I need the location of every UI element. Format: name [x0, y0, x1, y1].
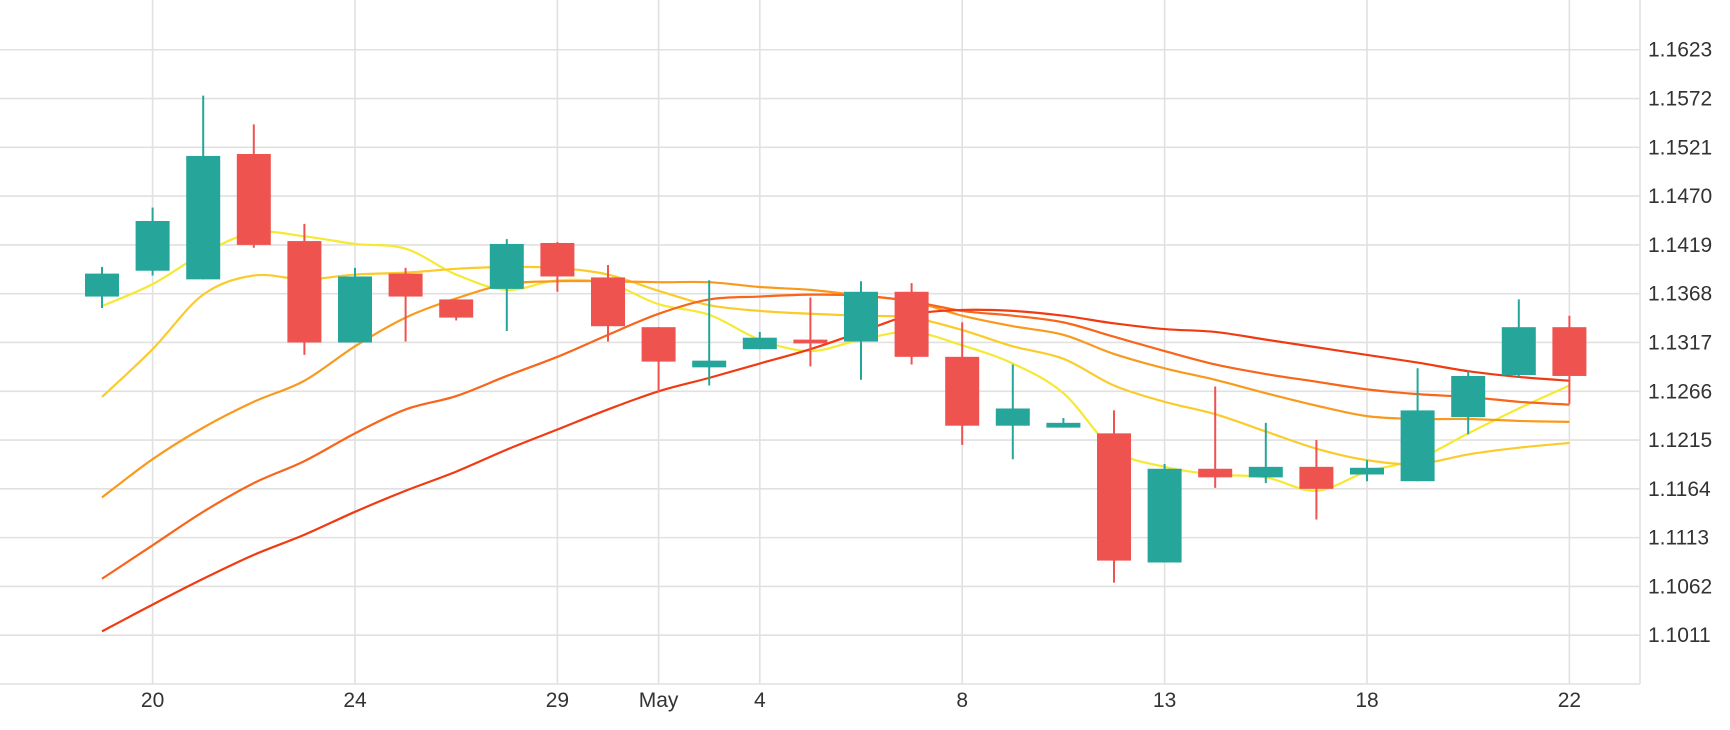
x-tick-label: 13	[1153, 689, 1176, 712]
candle-up	[186, 95, 221, 280]
candle-up	[844, 281, 878, 380]
candle-down	[439, 299, 474, 321]
y-tick-label: 1.1215	[1648, 429, 1712, 452]
x-axis: 20 24 29 May 4 8 13 18 22	[141, 689, 1581, 712]
candle-body	[1046, 422, 1081, 428]
y-tick-label: 1.1419	[1648, 234, 1712, 257]
candle-down	[236, 124, 271, 248]
candle-up	[1350, 460, 1384, 482]
x-tick-label: 18	[1355, 689, 1378, 712]
candle-down	[540, 242, 575, 292]
candle-body	[844, 291, 878, 342]
moving-average-layer	[101, 230, 1570, 633]
y-tick-label: 1.1011	[1648, 624, 1711, 647]
y-tick-label: 1.1623	[1648, 39, 1712, 62]
candle-body	[995, 408, 1030, 426]
candle-body	[236, 154, 271, 245]
candle-body	[641, 327, 676, 362]
candle-layer	[85, 95, 1587, 583]
moving-average-line-4	[101, 293, 1570, 580]
candle-body	[793, 339, 828, 344]
y-tick-label: 1.1368	[1648, 283, 1712, 306]
candle-up	[692, 280, 727, 386]
candle-body	[742, 337, 777, 350]
x-tick-label: 24	[343, 689, 367, 712]
candle-down	[388, 267, 423, 342]
candle-up	[135, 207, 170, 276]
candle-body	[894, 291, 929, 357]
candle-up	[1400, 368, 1435, 482]
candle-up	[1046, 418, 1081, 428]
moving-average-line-3	[101, 279, 1570, 499]
candle-body	[1147, 468, 1182, 563]
moving-average-line-5	[101, 308, 1570, 633]
candle-body	[1299, 466, 1334, 489]
candle-up	[1147, 463, 1182, 563]
y-tick-label: 1.1521	[1648, 136, 1712, 159]
candle-body	[1350, 467, 1384, 475]
candle-body	[591, 277, 625, 327]
candle-body	[338, 276, 372, 343]
candle-body	[1400, 410, 1435, 482]
y-tick-label: 1.1062	[1648, 575, 1712, 598]
x-tick-label: 8	[956, 689, 968, 712]
candle-up	[995, 364, 1030, 460]
x-tick-label: 22	[1558, 689, 1581, 712]
candle-up	[742, 331, 777, 350]
candle-body	[489, 243, 524, 289]
y-tick-label: 1.1113	[1648, 527, 1709, 550]
candle-down	[945, 322, 980, 445]
candle-body	[1097, 433, 1131, 561]
candle-body	[1451, 375, 1486, 418]
candle-body	[1501, 327, 1536, 376]
x-tick-label: May	[639, 689, 679, 712]
candle-body	[1198, 468, 1233, 478]
candle-body	[388, 273, 423, 297]
moving-average-line-1	[101, 230, 1570, 492]
candle-body	[439, 299, 474, 318]
candle-body	[186, 155, 221, 280]
x-tick-label: 20	[141, 689, 164, 712]
candle-up	[1451, 371, 1486, 435]
candle-down	[894, 283, 929, 365]
candle-body	[135, 220, 170, 271]
candle-down	[1552, 315, 1587, 404]
candle-up	[489, 239, 524, 331]
candle-down	[641, 327, 676, 393]
moving-average-line-2	[101, 265, 1570, 466]
candle-body	[287, 241, 322, 343]
candle-up	[1248, 422, 1283, 484]
y-axis: 1.1623 1.1572 1.1521 1.1470 1.1419 1.1368 1.13…	[1648, 39, 1712, 647]
y-tick-label: 1.1572	[1648, 88, 1712, 111]
candle-up	[85, 266, 119, 309]
y-tick-label: 1.1470	[1648, 185, 1712, 208]
candle-body	[1248, 466, 1283, 478]
candle-down	[591, 264, 625, 342]
x-tick-label: 4	[754, 689, 766, 712]
candle-body	[945, 356, 980, 426]
candle-down	[287, 223, 322, 355]
y-tick-label: 1.1266	[1648, 380, 1712, 403]
y-tick-label: 1.1164	[1648, 478, 1711, 501]
candle-body	[692, 360, 727, 368]
candle-up	[338, 267, 372, 343]
candle-down	[1198, 386, 1233, 488]
candle-body	[540, 242, 575, 277]
y-tick-label: 1.1317	[1648, 331, 1712, 354]
candle-up	[1501, 299, 1536, 377]
candle-down	[1097, 410, 1131, 583]
candle-body	[85, 273, 119, 297]
candle-down	[793, 297, 828, 367]
x-tick-label: 29	[546, 689, 569, 712]
candle-down	[1299, 440, 1334, 520]
candle-body	[1552, 327, 1587, 376]
